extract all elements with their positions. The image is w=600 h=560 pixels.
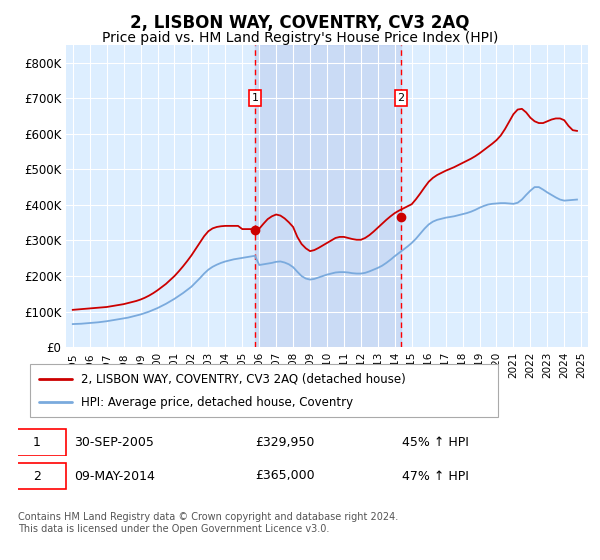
Text: 1: 1 <box>251 93 259 103</box>
Bar <box>255 45 401 347</box>
Text: Price paid vs. HM Land Registry's House Price Index (HPI): Price paid vs. HM Land Registry's House … <box>102 31 498 45</box>
Text: 47% ↑ HPI: 47% ↑ HPI <box>401 469 469 483</box>
Text: 45% ↑ HPI: 45% ↑ HPI <box>401 436 469 449</box>
Text: 2, LISBON WAY, COVENTRY, CV3 2AQ (detached house): 2, LISBON WAY, COVENTRY, CV3 2AQ (detach… <box>82 372 406 385</box>
Text: 30-SEP-2005: 30-SEP-2005 <box>74 436 154 449</box>
Text: £329,950: £329,950 <box>255 436 314 449</box>
Text: 2: 2 <box>32 469 41 483</box>
Text: 2: 2 <box>397 93 404 103</box>
Text: Contains HM Land Registry data © Crown copyright and database right 2024.
This d: Contains HM Land Registry data © Crown c… <box>18 512 398 534</box>
Text: 09-MAY-2014: 09-MAY-2014 <box>74 469 155 483</box>
Text: 1: 1 <box>32 436 41 449</box>
Text: £365,000: £365,000 <box>255 469 314 483</box>
FancyBboxPatch shape <box>7 429 66 456</box>
Text: HPI: Average price, detached house, Coventry: HPI: Average price, detached house, Cove… <box>82 396 353 409</box>
FancyBboxPatch shape <box>30 364 498 417</box>
Text: 2, LISBON WAY, COVENTRY, CV3 2AQ: 2, LISBON WAY, COVENTRY, CV3 2AQ <box>130 14 470 32</box>
FancyBboxPatch shape <box>7 463 66 489</box>
